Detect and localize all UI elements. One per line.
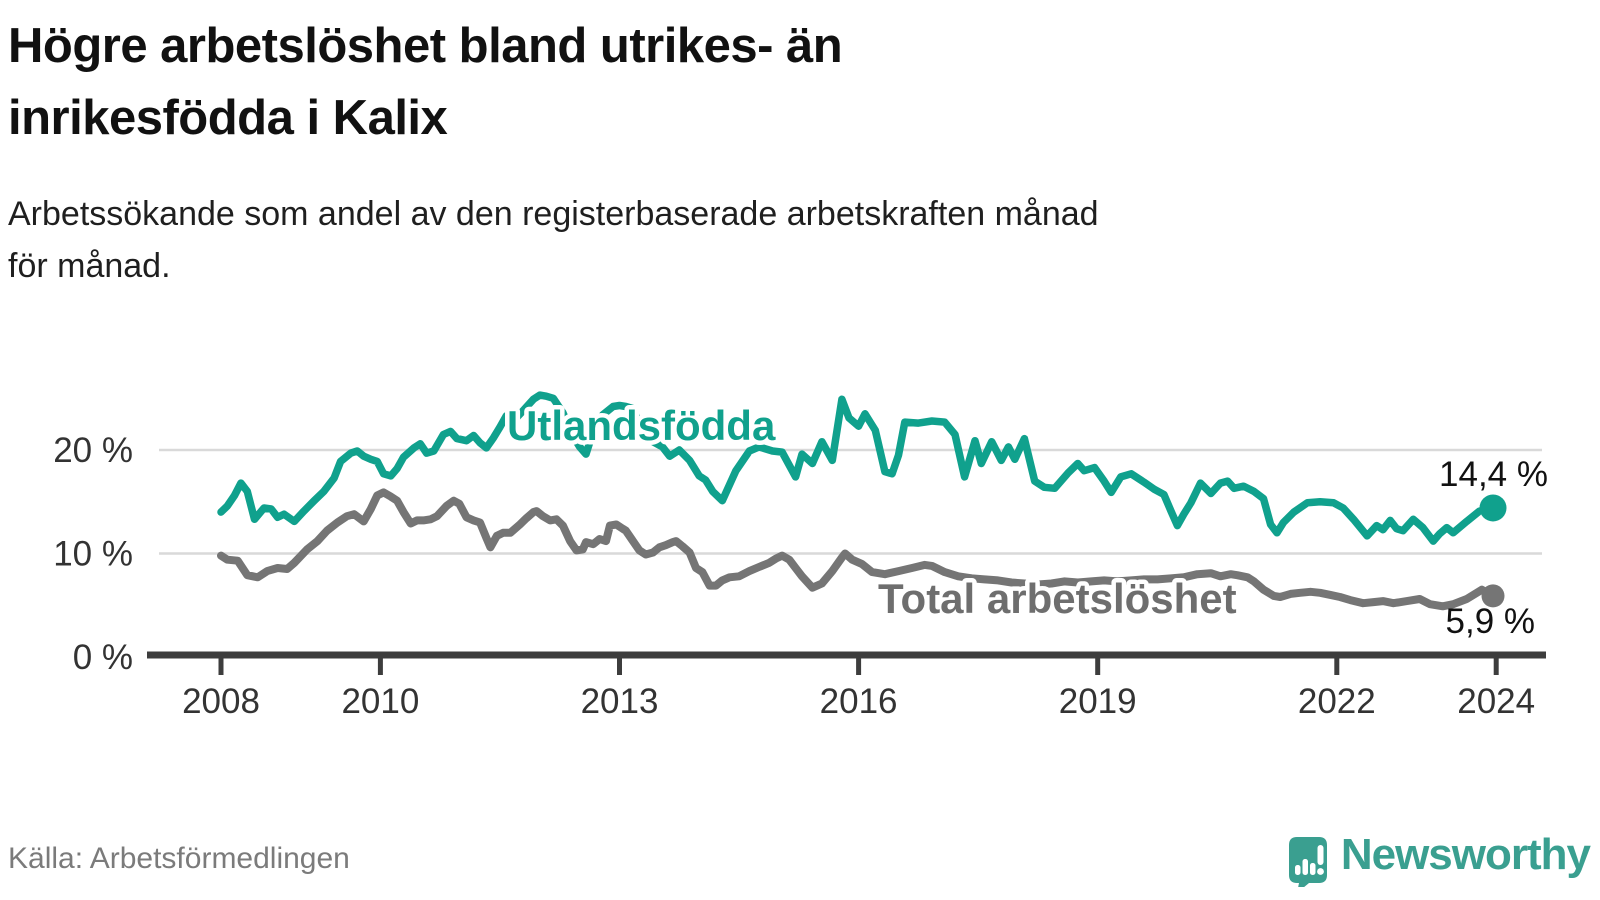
- x-tick-label-2013: 2013: [581, 682, 659, 721]
- x-tick-label-2024: 2024: [1457, 682, 1535, 721]
- y-tick-label-0: 0 %: [73, 638, 133, 677]
- x-tick-label-2010: 2010: [341, 682, 419, 721]
- source-attribution: Källa: Arbetsförmedlingen: [8, 842, 350, 875]
- chart-title-line-1: Högre arbetslöshet bland utrikes- än: [8, 19, 843, 73]
- data-series-lines: [217, 391, 1497, 611]
- end-value-label-utlandsfodda: 14,4 %: [1439, 455, 1548, 494]
- chart-subtitle-line-1: Arbetssökande som andel av den registerb…: [8, 195, 1099, 233]
- end-dot-utlandsfodda: [1479, 494, 1507, 522]
- end-dot-total: [1481, 584, 1505, 608]
- chart-subtitle: Arbetssökande som andel av den registerb…: [8, 188, 1548, 292]
- y-tick-label-20: 20 %: [53, 431, 133, 470]
- x-axis: [147, 651, 1546, 675]
- x-tick-label-2019: 2019: [1059, 682, 1137, 721]
- y-axis-labels: 20 % 10 % 0 %: [53, 431, 133, 677]
- x-axis-labels: 2008 2010 2013 2016 2019 2022 2024: [182, 682, 1535, 721]
- chart-title: Högre arbetslöshet bland utrikes- än inr…: [8, 10, 1408, 154]
- x-tick-label-2016: 2016: [820, 682, 898, 721]
- newsworthy-wordmark: Newsworthy: [1340, 830, 1591, 879]
- x-tick-label-2008: 2008: [182, 682, 260, 721]
- newsworthy-logo-icon: [1288, 837, 1327, 887]
- chart-subtitle-line-2: för månad.: [8, 247, 171, 285]
- series-end-dots: [1479, 494, 1507, 608]
- x-tick-label-2022: 2022: [1298, 682, 1376, 721]
- newsworthy-brand: Newsworthy: [1281, 820, 1591, 890]
- series-label-utlandsfodda: Utlandsfödda: [507, 402, 776, 449]
- y-tick-label-10: 10 %: [53, 535, 133, 574]
- series-label-total-arbetsloshet: Total arbetslöshet: [878, 575, 1237, 622]
- end-value-label-total: 5,9 %: [1446, 602, 1536, 641]
- chart-title-line-2: inrikesfödda i Kalix: [8, 91, 448, 145]
- line-series-total: [217, 488, 1497, 611]
- line-series-utlandsfodda: [217, 391, 1497, 545]
